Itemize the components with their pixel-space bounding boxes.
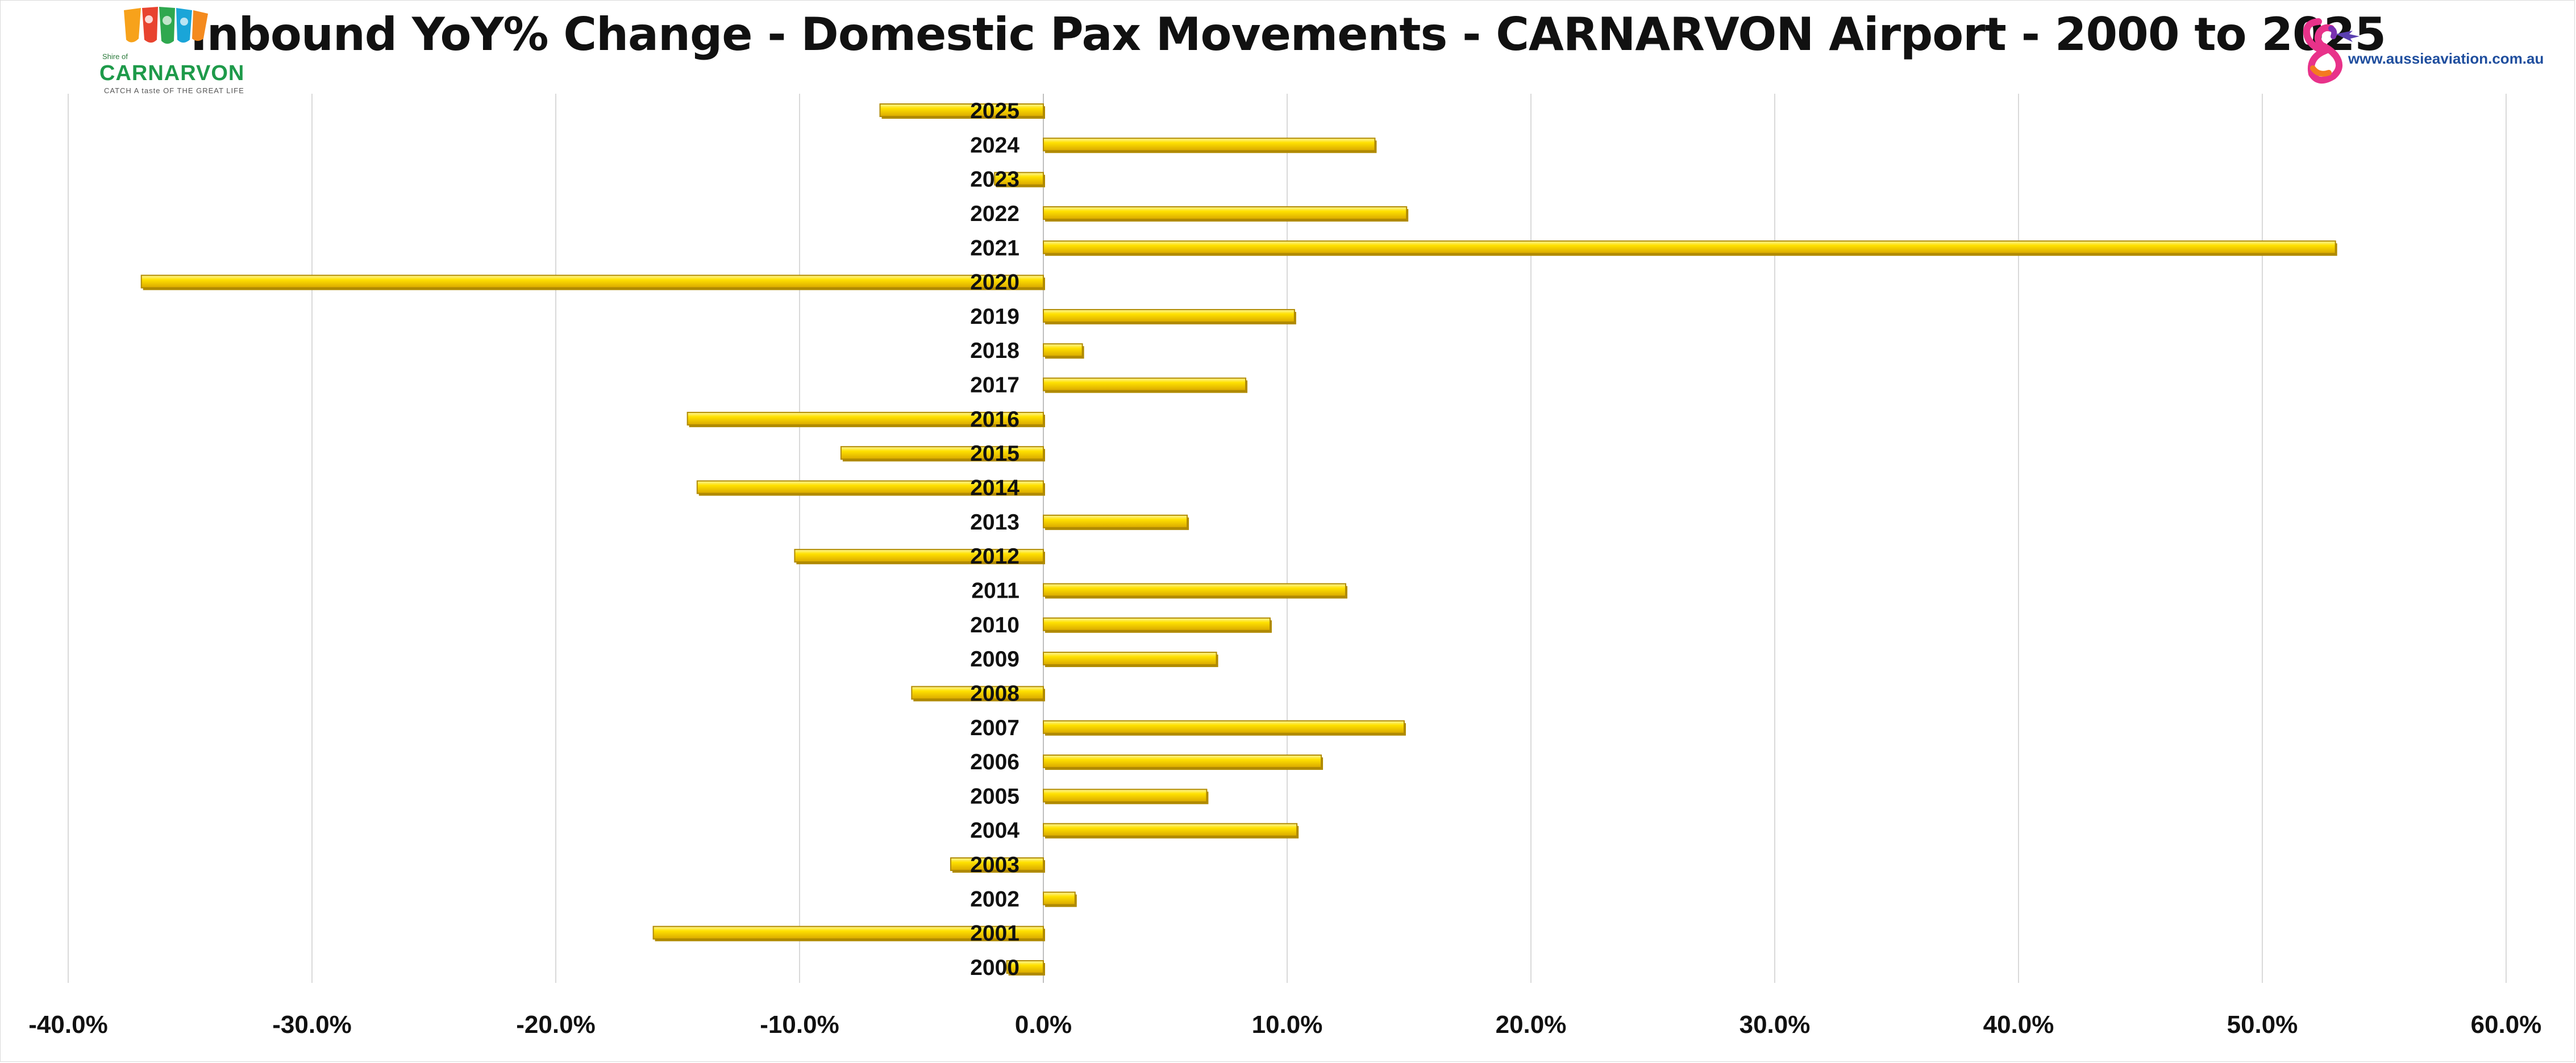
bar: [1043, 137, 1376, 152]
gridlines: [68, 94, 2507, 983]
category-label: 2021: [970, 236, 1019, 260]
bar: [1043, 206, 1408, 220]
bar: [1043, 377, 1247, 391]
category-label: 2001: [970, 922, 1019, 946]
category-label: 2017: [970, 373, 1019, 398]
x-axis-tick-labels: -40.0% -30.0% -20.0% -10.0% 0.0% 10.0% 20.0% 30…: [28, 1011, 2541, 1039]
bar: [1043, 617, 1271, 631]
x-tick-label: 50.0%: [2227, 1011, 2298, 1039]
chart-title: Inbound YoY% Change - Domestic Pax Movem…: [190, 8, 2386, 61]
category-label: 2019: [970, 305, 1019, 329]
bar: [1043, 240, 2336, 255]
bar: [794, 549, 1044, 563]
logo-right-url: www.aussieaviation.com.au: [2348, 50, 2544, 67]
bar: [1043, 343, 1083, 357]
bar: [1043, 514, 1188, 528]
category-label: 2016: [970, 407, 1019, 432]
bar: [1043, 652, 1217, 666]
x-tick-label: 60.0%: [2471, 1011, 2542, 1039]
bar: [686, 411, 1044, 426]
aussieaviation-logo: [2303, 18, 2359, 84]
category-label: 2020: [970, 270, 1019, 295]
logo-left-small-text: Shire of: [102, 52, 128, 61]
category-label: 2023: [970, 168, 1019, 192]
bar: [1006, 960, 1044, 974]
category-label: 2015: [970, 441, 1019, 466]
category-label: 2018: [970, 339, 1019, 363]
bar: [879, 103, 1044, 117]
bar: [911, 686, 1044, 700]
x-tick-label: 40.0%: [1983, 1011, 2054, 1039]
bar: [696, 480, 1044, 494]
x-tick-label: -40.0%: [28, 1011, 107, 1039]
x-tick-label: 20.0%: [1496, 1011, 1567, 1039]
x-tick-label: -30.0%: [272, 1011, 351, 1039]
category-label: 2004: [970, 819, 1019, 843]
category-label: 2022: [970, 202, 1019, 226]
logo-left-name: CARNARVON: [99, 61, 245, 85]
category-label: 2005: [970, 784, 1019, 808]
category-label: 2025: [970, 99, 1019, 123]
bar: [652, 926, 1044, 940]
x-tick-label: 30.0%: [1739, 1011, 1811, 1039]
category-label: 2011: [971, 578, 1019, 603]
category-label: 2000: [970, 956, 1019, 980]
bar: [1043, 583, 1346, 597]
category-label: 2014: [970, 476, 1019, 501]
category-label: 2002: [970, 887, 1019, 911]
bar: [1043, 823, 1298, 837]
x-tick-label: 0.0%: [1015, 1011, 1072, 1039]
category-label: 2012: [970, 544, 1019, 569]
carnarvon-logo: [124, 7, 208, 44]
x-tick-label: -20.0%: [516, 1011, 595, 1039]
category-label: 2008: [970, 681, 1019, 706]
category-label: 2010: [970, 613, 1019, 637]
bar: [1043, 891, 1076, 906]
bar: [950, 857, 1044, 872]
category-labels: 2025 2024 2023 2022 2021 2020 2019 2018 2017 2016…: [970, 99, 1019, 980]
category-label: 2013: [970, 510, 1019, 535]
bars: [140, 103, 2337, 976]
category-label: 2003: [970, 853, 1019, 877]
logo-left-tagline: CATCH A taste OF THE GREAT LIFE: [104, 86, 244, 95]
bar: [1043, 720, 1405, 734]
category-label: 2024: [970, 133, 1019, 157]
category-label: 2007: [970, 716, 1019, 740]
category-label: 2006: [970, 750, 1019, 774]
bar: [840, 446, 1044, 460]
bar: [1043, 309, 1295, 323]
bar: [994, 172, 1044, 186]
bar: [140, 274, 1044, 289]
bar: [1043, 754, 1322, 769]
x-tick-label: -10.0%: [760, 1011, 839, 1039]
aussieaviation-logo-graphic: [2303, 18, 2359, 84]
bar: [1043, 789, 1208, 803]
carnarvon-logo-graphic: [124, 7, 208, 44]
category-label: 2009: [970, 647, 1019, 672]
x-tick-label: 10.0%: [1252, 1011, 1323, 1039]
